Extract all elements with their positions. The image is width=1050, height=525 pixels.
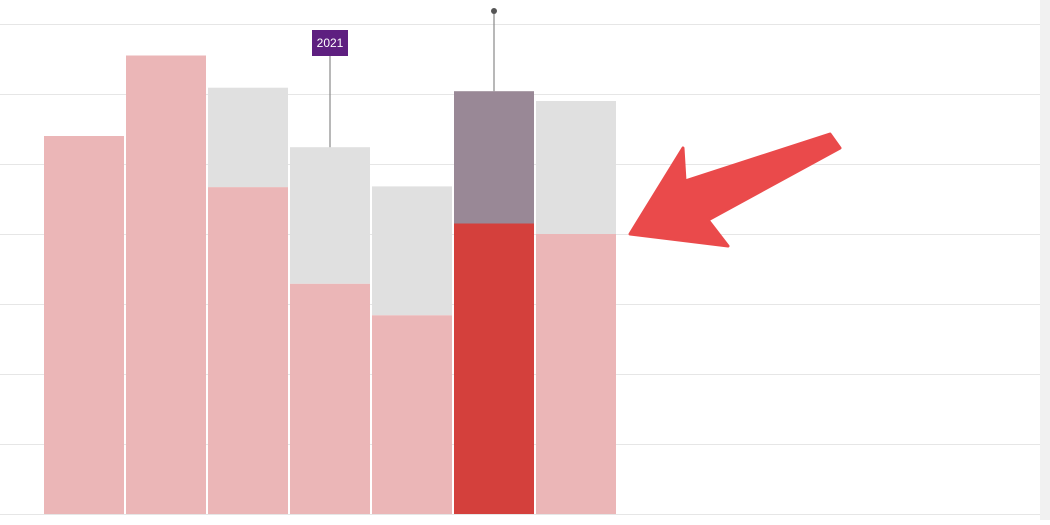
bar-primary xyxy=(290,283,370,514)
bar-primary xyxy=(454,223,534,514)
bar-primary xyxy=(372,315,452,514)
scrollbar-track[interactable] xyxy=(1040,0,1050,520)
bar-stacked xyxy=(372,186,452,316)
annotations: 2021 xyxy=(312,8,497,148)
marker-dot xyxy=(491,8,497,14)
bar-primary xyxy=(208,187,288,514)
bars xyxy=(44,55,616,514)
bar-primary xyxy=(536,234,616,514)
annotation-label: 2021 xyxy=(317,36,344,50)
callout xyxy=(628,132,842,248)
annotation-badge xyxy=(312,30,348,56)
bar-primary xyxy=(44,136,124,514)
bar-stacked xyxy=(208,87,288,188)
bar-primary xyxy=(126,55,206,514)
bar-stacked xyxy=(536,101,616,234)
arrow-icon xyxy=(628,132,842,248)
bar-stacked xyxy=(290,147,370,284)
bar-stacked xyxy=(454,91,534,224)
